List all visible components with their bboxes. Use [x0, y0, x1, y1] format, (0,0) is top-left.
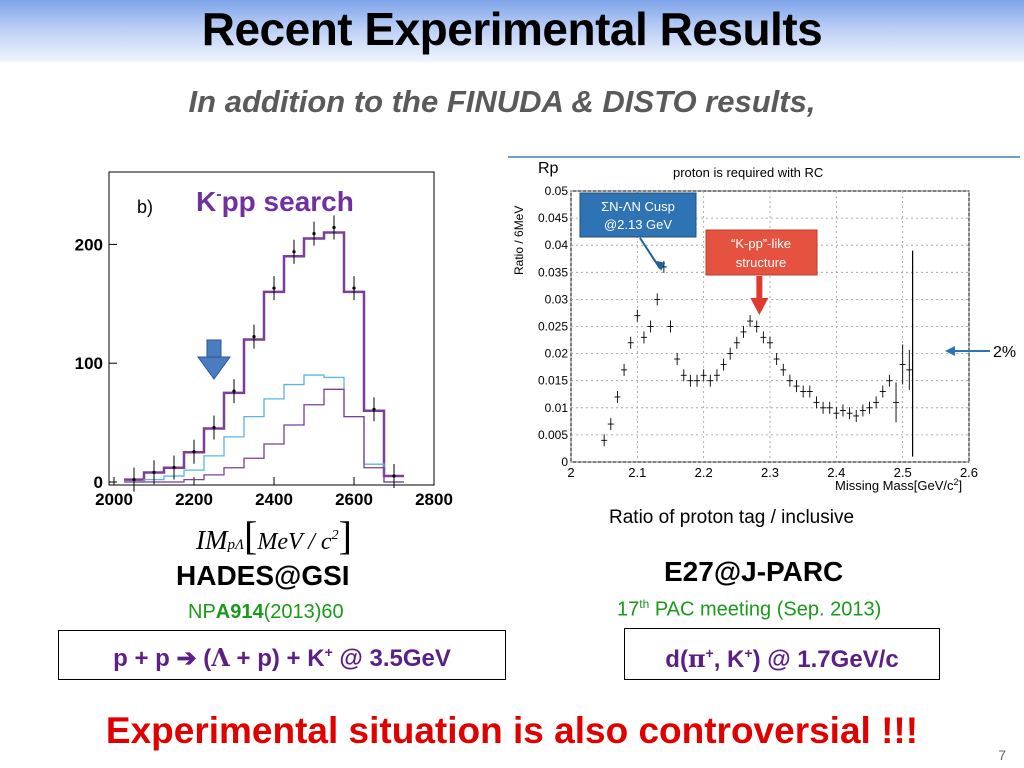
hades-series-3 [124, 388, 404, 483]
e27-y-tick-label: 0.03 [545, 292, 569, 306]
hades-x-tick-label: 2400 [255, 490, 293, 509]
slide-subtitle: In addition to the FINUDA & DISTO result… [188, 84, 816, 119]
hades-y-tick-label: 0 [94, 473, 103, 492]
e27-callout-cusp-arrow [639, 237, 662, 270]
e27-callout-kpp-line1: “K-pp”-like [731, 236, 791, 251]
e27-reaction-text: ) @ 1.7GeV/c [752, 646, 899, 673]
hades-data-marker [192, 450, 196, 454]
hades-reaction-text: ( [196, 645, 212, 672]
e27-title: proton is required with RC [673, 165, 823, 180]
e27-meeting: 17th PAC meeting (Sep. 2013) [617, 597, 881, 622]
hades-data-marker [392, 474, 396, 478]
e27-y-tick-label: 0.05 [545, 184, 569, 198]
hades-data-marker [152, 470, 156, 474]
e27-y-tick-label: 0.035 [538, 265, 568, 279]
hades-reaction-arrow: ➔ [176, 645, 197, 672]
e27-x-tick-label: 2.4 [827, 465, 845, 480]
hades-reaction-text: p + p [113, 645, 177, 672]
hades-data-marker [172, 465, 176, 470]
hades-panel-label: b) [137, 197, 153, 217]
e27-rp-label: Rp [538, 160, 559, 177]
e27-x-tick-label: 2.5 [894, 465, 912, 480]
hades-arrow [197, 339, 231, 380]
hades-x-tick-label: 2000 [95, 490, 133, 509]
hades-x-tick-label: 2200 [175, 490, 213, 509]
e27-y-tick-label: 0.005 [538, 428, 568, 442]
hades-data-marker [352, 286, 356, 290]
e27-y-tick-label: 0.045 [538, 211, 568, 225]
hades-frame [108, 171, 435, 486]
hades-xlabel: IMpΛ[MeV / c2] [196, 513, 352, 558]
e27-callout-cusp-arrowhead [656, 260, 666, 271]
e27-reaction-box: d(π+, K+) @ 1.7GeV/c [624, 628, 940, 680]
hades-ref-prefix: NP [188, 601, 216, 623]
e27-y-tick-label: 0.04 [545, 238, 569, 252]
e27-xlabel: Missing Mass[GeV/c2] [835, 477, 962, 493]
e27-top-rule [508, 156, 1020, 158]
hades-reaction-lambda: Λ [211, 643, 230, 672]
e27-y-tick-label: 0.025 [538, 320, 568, 334]
hades-reaction-sup: + [324, 644, 333, 660]
hades-data-marker [132, 477, 136, 482]
hades-reaction-box: p + p ➔ (Λ + p) + K+ @ 3.5GeV [58, 630, 506, 680]
hades-experiment-name: HADES@GSI [176, 560, 350, 591]
hades-x-tick-label: 2800 [415, 490, 453, 509]
hades-reaction-text: + p) + K [229, 645, 325, 672]
e27-callout-kpp-arrowhead [750, 298, 769, 315]
hades-arrow-head [197, 356, 231, 380]
slide-title: Recent Experimental Results [201, 3, 823, 55]
e27-x-tick-label: 2.1 [628, 465, 646, 480]
e27-reaction-text: , K [713, 646, 745, 673]
e27-callout-cusp-line2: @2.13 GeV [604, 217, 672, 232]
e27-reaction-sup: + [705, 645, 714, 661]
title-band [0, 0, 1024, 62]
e27-side-arrowhead [945, 346, 955, 356]
e27-meeting-sup: th [639, 597, 650, 611]
e27-x-tick-label: 2.6 [960, 465, 978, 480]
hades-data-marker [292, 250, 296, 254]
hades-ref-suffix: (2013)60 [263, 601, 344, 623]
hades-y-tick-label: 100 [75, 354, 103, 373]
e27-reaction-sup: + [744, 645, 753, 661]
hades-annotation: K-pp search [196, 186, 354, 217]
e27-reaction-pi: π [687, 644, 706, 673]
e27-callout-kpp-box [705, 229, 818, 276]
e27-side-marker: 2% [993, 344, 1016, 361]
page-number: 7 [998, 747, 1006, 763]
e27-x-tick-label: 2 [567, 465, 574, 480]
hades-data-marker [372, 407, 376, 411]
e27-ylabel: Ratio / 6MeV [512, 206, 526, 275]
hades-ref-volume: A914 [215, 601, 264, 623]
hades-data-marker [332, 225, 336, 230]
e27-y-tick-label: 0.01 [545, 401, 569, 415]
hades-data-marker [252, 334, 256, 339]
e27-y-tick-label: 0 [561, 455, 568, 469]
e27-x-tick-label: 2.2 [695, 465, 713, 480]
e27-caption: Ratio of proton tag / inclusive [609, 507, 855, 528]
e27-callout-cusp-box [579, 192, 697, 238]
e27-callout-cusp-line1: ΣN-ΛN Cusp [601, 199, 675, 214]
hades-data-marker [232, 389, 236, 393]
e27-x-tick-label: 2.3 [761, 465, 779, 480]
hades-data-marker [212, 425, 216, 430]
e27-meeting-text: PAC meeting (Sep. 2013) [649, 598, 882, 621]
e27-reaction-text: d( [665, 646, 688, 673]
hades-y-tick-label: 200 [75, 235, 103, 254]
hades-x-tick-label: 2600 [335, 490, 373, 509]
e27-y-tick-label: 0.015 [538, 374, 568, 388]
hades-reaction-text: @ 3.5GeV [332, 645, 451, 672]
e27-callout-kpp-line2: structure [736, 255, 787, 270]
e27-y-tick-label: 0.02 [545, 347, 569, 361]
conclusion-text: Experimental situation is also controver… [105, 710, 919, 751]
e27-meeting-text: 17 [617, 598, 640, 621]
e27-experiment-name: E27@J-PARC [664, 556, 844, 587]
hades-reference: NPA914(2013)60 [188, 601, 344, 624]
e27-callout-kpp-arrow [756, 276, 763, 300]
hades-data-marker [272, 286, 276, 290]
hades-data-marker [312, 231, 316, 236]
